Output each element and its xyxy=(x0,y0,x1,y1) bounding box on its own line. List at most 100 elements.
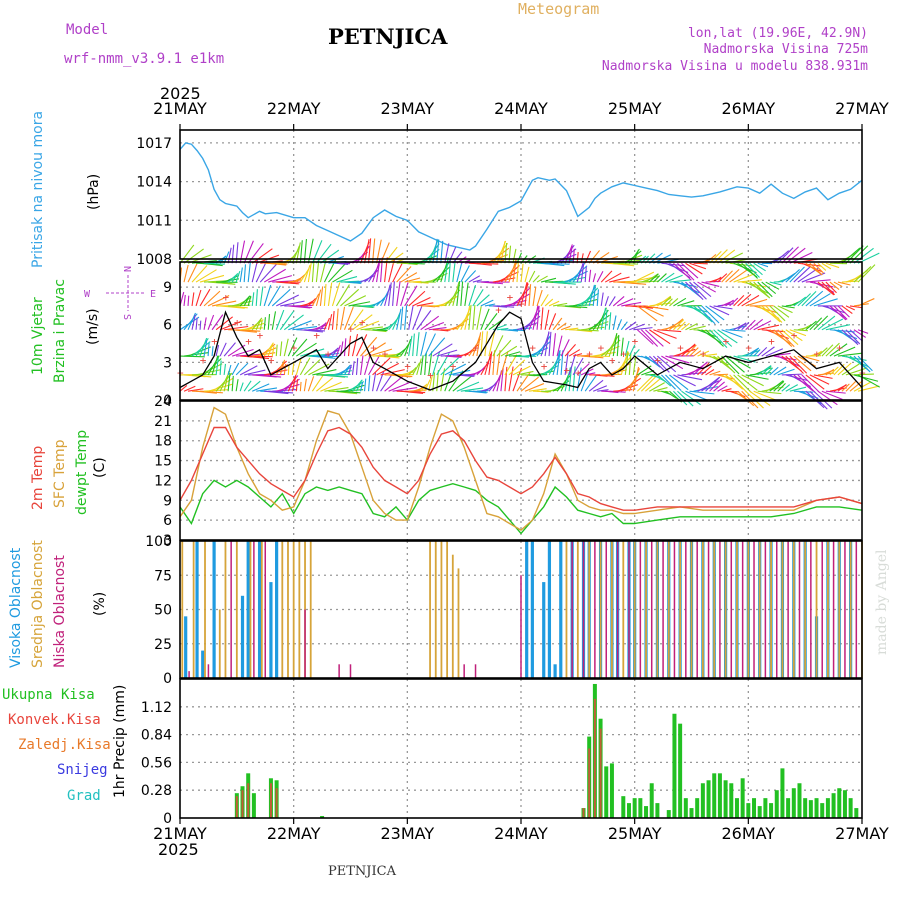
precip-total-bar xyxy=(684,798,688,818)
y-tick-label: 18 xyxy=(154,434,172,450)
wind-gust-marker: + xyxy=(507,291,514,304)
wind-barb xyxy=(284,364,285,375)
wind-barb xyxy=(184,295,185,306)
wind-gust-marker: + xyxy=(222,291,229,304)
wind-barb xyxy=(553,333,555,356)
wind-barb xyxy=(200,321,201,330)
wind-barb xyxy=(838,282,850,285)
footer-location: PETNJICA xyxy=(328,864,397,879)
y-tick-label: 1014 xyxy=(136,175,172,191)
cloud-low-bar xyxy=(719,541,721,678)
cloud-mid-bar xyxy=(458,568,460,678)
wind-barb xyxy=(196,290,201,306)
wind-barb xyxy=(758,347,767,356)
x-tick-label-top: 26MAY xyxy=(722,99,776,118)
wind-gust-marker: + xyxy=(529,341,536,354)
precip-total-bar xyxy=(638,798,642,818)
wind-barb xyxy=(328,283,331,306)
cloud-mid-bar xyxy=(293,541,295,678)
cloud-high-bar xyxy=(184,616,187,678)
precip-total-bar xyxy=(786,798,790,818)
cloud-mid-bar xyxy=(298,541,300,678)
cloud-mid-bar xyxy=(287,541,289,678)
cloud-low-bar xyxy=(685,541,687,678)
y-tick-label: 0.84 xyxy=(141,728,172,744)
cloud-mid-bar xyxy=(668,541,670,678)
precip-total-bar xyxy=(769,803,773,818)
wind-barb xyxy=(272,311,275,329)
wind-barb xyxy=(365,354,371,375)
wind-barb xyxy=(312,240,322,263)
wind-barb xyxy=(409,336,412,356)
wind-barb xyxy=(637,330,653,345)
cloud-unit: (%) xyxy=(92,592,108,616)
cloud-mid-bar xyxy=(600,541,602,678)
wind-barb xyxy=(846,246,863,264)
wind-barb xyxy=(308,262,311,282)
cloud-mid-bar xyxy=(281,541,283,678)
cloud-low-bar xyxy=(475,664,477,678)
precip-legend-total: Ukupna Kisa xyxy=(2,687,95,703)
wind-barb xyxy=(304,379,306,391)
wind-gust-marker: + xyxy=(609,354,616,367)
cloud-low-bar xyxy=(833,541,835,678)
wind-barb xyxy=(706,377,720,391)
cloud-mid-bar xyxy=(435,541,437,678)
wind-barb xyxy=(481,309,489,330)
y-tick-label: 3 xyxy=(163,355,172,371)
y-tick-label: 9 xyxy=(163,280,172,296)
compass-s-label: S xyxy=(121,314,132,320)
cloud-high-bar xyxy=(542,582,545,678)
cloud-mid-bar xyxy=(204,541,206,678)
wind-barb xyxy=(312,376,322,391)
cloud-low-bar xyxy=(696,541,698,678)
wind-barb xyxy=(240,267,242,282)
cloud-low-bar xyxy=(265,541,267,678)
cloud-low-bar xyxy=(208,664,210,678)
x-tick-label-bottom: 27MAY xyxy=(835,824,889,843)
wind-barb xyxy=(854,375,878,381)
precip-total-bar xyxy=(832,793,836,818)
wind-barb xyxy=(413,334,415,357)
cloud-mid-bar xyxy=(634,541,636,678)
wind-barb xyxy=(830,282,839,290)
cloud-low-bar xyxy=(708,541,710,678)
cloud-side-label-1: Visoka Oblacnost xyxy=(8,547,24,668)
wind-barb xyxy=(665,356,689,363)
precip-legend-grad: Grad xyxy=(67,788,101,804)
wind-barb xyxy=(188,296,189,306)
cloud-mid-bar xyxy=(441,541,443,678)
wind-barb xyxy=(698,306,715,324)
wind-gust-marker: + xyxy=(677,341,684,354)
precip-total-bar xyxy=(729,783,733,818)
y-tick-label: 25 xyxy=(154,637,172,653)
cloud-low-bar xyxy=(594,541,596,678)
temp-side-label-3: dewpt Temp xyxy=(74,430,90,515)
precip-conv-bar xyxy=(236,796,238,818)
wind-gust-marker: + xyxy=(745,341,752,354)
wind-gust-marker: + xyxy=(257,329,264,342)
cloud-high-bar xyxy=(258,541,261,678)
cloud-mid-bar xyxy=(816,541,818,678)
wind-barb xyxy=(381,242,390,263)
precip-total-bar xyxy=(610,763,614,818)
cloud-high-bar xyxy=(247,541,250,678)
precip-conv-bar xyxy=(242,790,244,818)
wind-gust-marker: + xyxy=(382,348,389,361)
wind-barb xyxy=(589,270,590,282)
precip-total-bar xyxy=(644,806,648,818)
wind-gust-marker: + xyxy=(234,316,241,329)
cloud-mid-bar xyxy=(193,541,195,678)
wind-gust-marker: + xyxy=(200,354,207,367)
cloud-high-bar xyxy=(241,596,244,678)
cloud-low-bar xyxy=(787,541,789,678)
x-tick-label-bottom: 24MAY xyxy=(494,824,548,843)
precip-side-label: 1hr Precip (mm) xyxy=(112,685,128,798)
wind-barb xyxy=(288,365,289,375)
wind-barb xyxy=(782,273,795,282)
wind-barb xyxy=(409,305,413,330)
precip-conv-bar xyxy=(600,729,602,818)
wind-barb xyxy=(593,273,595,282)
wind-barb xyxy=(461,281,463,306)
